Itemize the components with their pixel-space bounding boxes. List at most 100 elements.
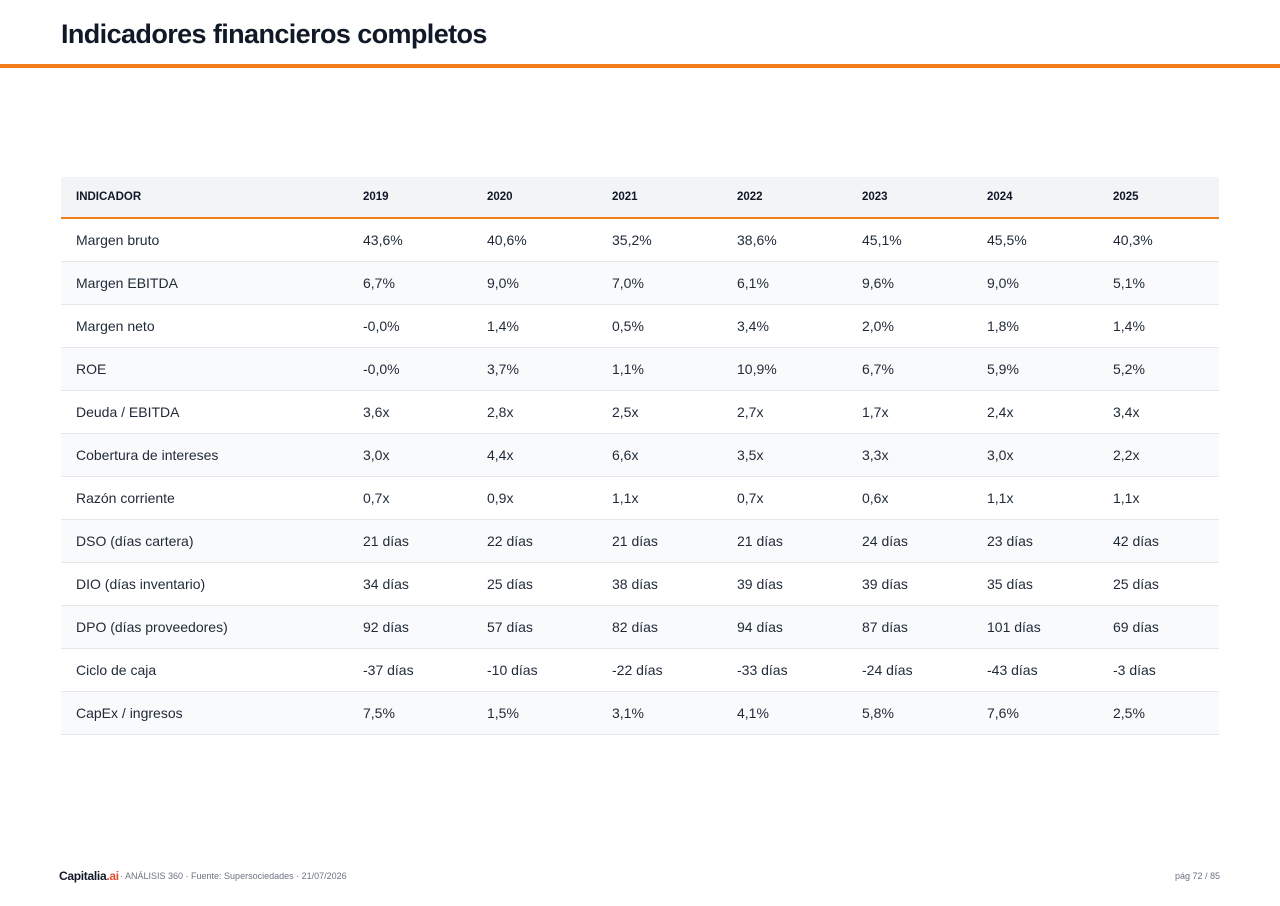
value-cell: 40,6% xyxy=(487,218,612,262)
value-cell: 2,5% xyxy=(1113,691,1219,735)
table-row: Margen neto -0,0% 1,4% 0,5% 3,4% 2,0% 1,8% 1,4% xyxy=(61,304,1219,348)
page-title: Indicadores financieros completos xyxy=(61,19,487,49)
value-cell: 6,7% xyxy=(862,347,987,391)
value-cell: 40,3% xyxy=(1113,218,1219,262)
page-number: pág 72 / 85 xyxy=(1174,871,1220,881)
value-cell: 3,1% xyxy=(612,691,737,735)
value-cell: -10 días xyxy=(487,648,612,692)
value-cell: -43 días xyxy=(987,648,1113,692)
value-cell: 1,1x xyxy=(1113,476,1219,520)
indicator-name-cell: Ciclo de caja xyxy=(61,648,363,692)
header-cell-2020: 2020 xyxy=(487,177,612,219)
indicator-name-cell: DIO (días inventario) xyxy=(61,562,363,606)
value-cell: 21 días xyxy=(612,519,737,563)
value-cell: 35,2% xyxy=(612,218,737,262)
indicator-name-cell: Margen neto xyxy=(61,304,363,348)
value-cell: 39 días xyxy=(737,562,862,606)
value-cell: -24 días xyxy=(862,648,987,692)
value-cell: 5,9% xyxy=(987,347,1113,391)
value-cell: 3,4x xyxy=(1113,390,1219,434)
value-cell: 2,4x xyxy=(987,390,1113,434)
value-cell: 6,1% xyxy=(737,261,862,305)
indicator-name-cell: DPO (días proveedores) xyxy=(61,605,363,649)
value-cell: 3,3x xyxy=(862,433,987,477)
indicator-name-cell: ROE xyxy=(61,347,363,391)
value-cell: 3,4% xyxy=(737,304,862,348)
indicators-table: INDICADOR 2019 2020 2021 2022 2023 2024 … xyxy=(61,177,1219,735)
value-cell: 4,1% xyxy=(737,691,862,735)
header-cell-2021: 2021 xyxy=(612,177,737,219)
value-cell: 38 días xyxy=(612,562,737,606)
indicator-name-cell: DSO (días cartera) xyxy=(61,519,363,563)
value-cell: 6,6x xyxy=(612,433,737,477)
value-cell: 23 días xyxy=(987,519,1113,563)
value-cell: 1,8% xyxy=(987,304,1113,348)
indicator-name-cell: Cobertura de intereses xyxy=(61,433,363,477)
value-cell: 9,6% xyxy=(862,261,987,305)
value-cell: 5,2% xyxy=(1113,347,1219,391)
table-row: DSO (días cartera) 21 días 22 días 21 días 2… xyxy=(61,519,1219,563)
value-cell: 0,6x xyxy=(862,476,987,520)
value-cell: 7,6% xyxy=(987,691,1113,735)
value-cell: 34 días xyxy=(363,562,487,606)
value-cell: 5,1% xyxy=(1113,261,1219,305)
value-cell: 1,5% xyxy=(487,691,612,735)
value-cell: -33 días xyxy=(737,648,862,692)
value-cell: 57 días xyxy=(487,605,612,649)
page-header: Indicadores financieros completos xyxy=(0,0,1280,68)
indicator-name-cell: Margen bruto xyxy=(61,218,363,262)
value-cell: 1,1x xyxy=(987,476,1113,520)
value-cell: 94 días xyxy=(737,605,862,649)
value-cell: 3,6x xyxy=(363,390,487,434)
table-row: CapEx / ingresos 7,5% 1,5% 3,1% 4,1% 5,8% 7,6%… xyxy=(61,691,1219,735)
indicator-name-cell: CapEx / ingresos xyxy=(61,691,363,735)
table-row: Deuda / EBITDA 3,6x 2,8x 2,5x 2,7x 1,7x 2,4x 3,… xyxy=(61,390,1219,434)
value-cell: 10,9% xyxy=(737,347,862,391)
table-row: Margen EBITDA 6,7% 9,0% 7,0% 6,1% 9,6% 9,0% 5,1… xyxy=(61,261,1219,305)
table-row: DPO (días proveedores) 92 días 57 días 82 d… xyxy=(61,605,1219,649)
value-cell: 7,0% xyxy=(612,261,737,305)
value-cell: -0,0% xyxy=(363,304,487,348)
value-cell: 1,4% xyxy=(487,304,612,348)
brand-suffix: .ai xyxy=(106,869,119,883)
value-cell: -22 días xyxy=(612,648,737,692)
value-cell: 69 días xyxy=(1113,605,1219,649)
table-header: INDICADOR 2019 2020 2021 2022 2023 2024 … xyxy=(61,177,1219,219)
value-cell: 3,0x xyxy=(363,433,487,477)
table-row: Ciclo de caja -37 días -10 días -22 días -33… xyxy=(61,648,1219,692)
value-cell: 21 días xyxy=(363,519,487,563)
value-cell: 82 días xyxy=(612,605,737,649)
value-cell: 101 días xyxy=(987,605,1113,649)
header-cell-2025: 2025 xyxy=(1113,177,1219,219)
value-cell: -37 días xyxy=(363,648,487,692)
table-row: Cobertura de intereses 3,0x 4,4x 6,6x 3,5x 3,… xyxy=(61,433,1219,477)
value-cell: 45,1% xyxy=(862,218,987,262)
value-cell: 3,7% xyxy=(487,347,612,391)
table-row: ROE -0,0% 3,7% 1,1% 10,9% 6,7% 5,9% 5,2% xyxy=(61,347,1219,391)
table-body: Margen bruto 43,6% 40,6% 35,2% 38,6% 45,1% 45,… xyxy=(61,218,1219,735)
value-cell: 35 días xyxy=(987,562,1113,606)
value-cell: 7,5% xyxy=(363,691,487,735)
value-cell: 21 días xyxy=(737,519,862,563)
value-cell: 2,0% xyxy=(862,304,987,348)
value-cell: 43,6% xyxy=(363,218,487,262)
value-cell: 1,1% xyxy=(612,347,737,391)
value-cell: 22 días xyxy=(487,519,612,563)
value-cell: 25 días xyxy=(487,562,612,606)
value-cell: 0,5% xyxy=(612,304,737,348)
value-cell: 45,5% xyxy=(987,218,1113,262)
value-cell: 2,2x xyxy=(1113,433,1219,477)
header-cell-indicador: INDICADOR xyxy=(61,177,363,219)
header-cell-2019: 2019 xyxy=(363,177,487,219)
table-header-row: INDICADOR 2019 2020 2021 2022 2023 2024 … xyxy=(61,177,1219,219)
value-cell: 0,9x xyxy=(487,476,612,520)
value-cell: 4,4x xyxy=(487,433,612,477)
value-cell: 2,8x xyxy=(487,390,612,434)
indicator-name-cell: Deuda / EBITDA xyxy=(61,390,363,434)
header-cell-2024: 2024 xyxy=(987,177,1113,219)
header-divider xyxy=(0,64,1280,68)
value-cell: 6,7% xyxy=(363,261,487,305)
table-row: DIO (días inventario) 34 días 25 días 38 dí… xyxy=(61,562,1219,606)
value-cell: 1,1x xyxy=(612,476,737,520)
brand-name: Capitalia xyxy=(59,869,107,883)
